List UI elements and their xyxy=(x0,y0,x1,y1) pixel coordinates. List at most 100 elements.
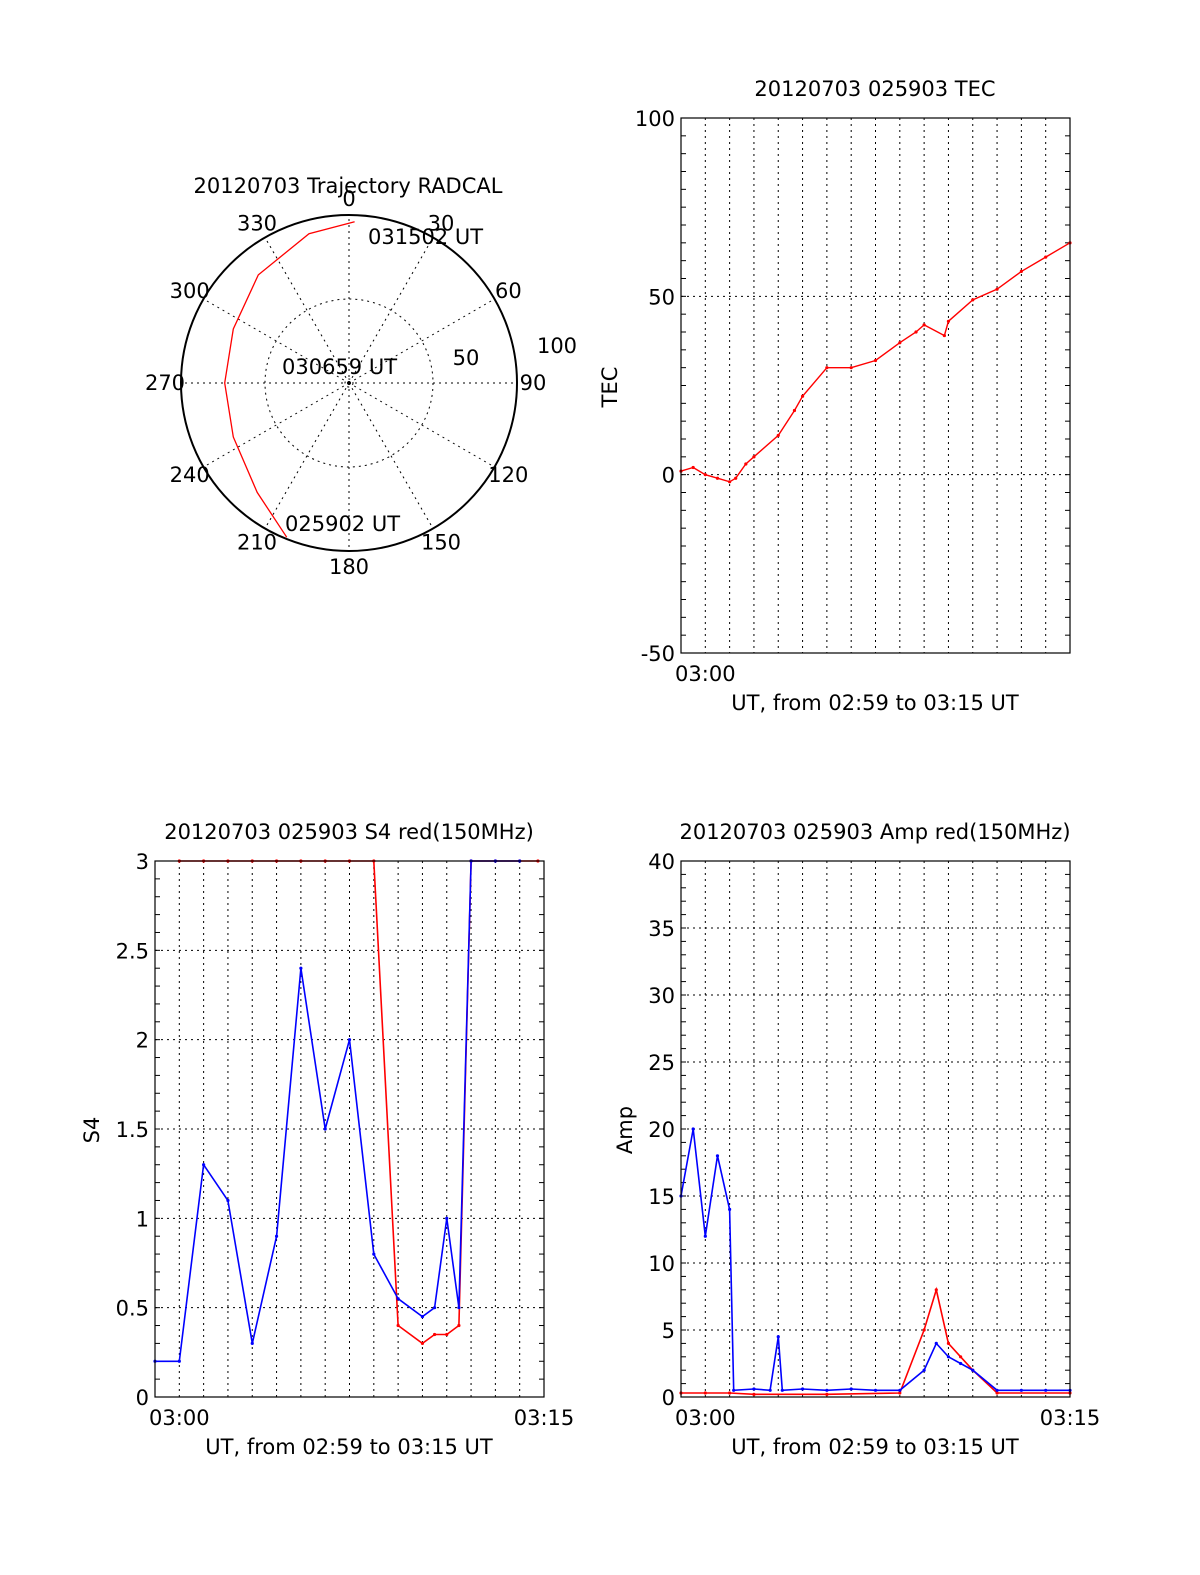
data-point-red xyxy=(715,476,720,480)
polar-spoke xyxy=(348,237,434,384)
trajectory-path xyxy=(224,221,355,538)
data-point-red xyxy=(792,408,797,413)
tec-plot: 20120703 025903 TEC UT, from 02:59 to 03… xyxy=(598,77,1072,715)
data-point-red xyxy=(995,287,999,291)
x-tick-label: 03:15 xyxy=(1040,1406,1101,1430)
data-point-blue xyxy=(177,1359,181,1363)
data-point-red xyxy=(691,465,695,470)
data-point-blue xyxy=(372,1252,376,1256)
data-point-blue xyxy=(445,1216,449,1220)
y-tick-label: 100 xyxy=(635,107,675,131)
polar-spoke xyxy=(203,298,350,384)
data-point-red xyxy=(873,358,878,363)
data-point-blue xyxy=(971,1368,975,1372)
data-point-blue xyxy=(776,1335,780,1339)
y-tick-label: -50 xyxy=(641,642,675,666)
polar-angle-label: 210 xyxy=(237,530,277,554)
trajectory-polar-plot: 20120703 Trajectory RADCAL 0 30 60 90 120 150… xyxy=(145,174,577,579)
data-point-red xyxy=(432,1332,437,1337)
polar-spoke xyxy=(264,237,350,384)
data-point-blue xyxy=(825,1388,829,1392)
amp-plot: 20120703 025903 Amp red(150MHz) UT, from… xyxy=(613,820,1100,1459)
polar-angle-label: 270 xyxy=(145,371,185,395)
data-point-red xyxy=(971,298,975,302)
data-point-red xyxy=(728,480,732,484)
plot-frame xyxy=(154,860,545,1398)
plot-frame xyxy=(680,117,1071,654)
s4-plot: 20120703 025903 S4 red(150MHz) UT, from … xyxy=(80,820,574,1459)
polar-spoke xyxy=(264,382,350,529)
y-tick-label: 0 xyxy=(662,464,675,488)
plot-frame xyxy=(680,860,1071,1398)
data-point-red xyxy=(457,1323,461,1328)
data-point-red xyxy=(396,1323,400,1328)
data-point-blue xyxy=(780,1388,784,1392)
data-point-red xyxy=(914,330,918,334)
polar-angle-label: 150 xyxy=(421,530,461,554)
data-point-blue xyxy=(202,1163,206,1167)
s4-xlabel: UT, from 02:59 to 03:15 UT xyxy=(205,1435,493,1459)
annotation-mid-time: 030659 UT xyxy=(282,355,397,379)
tec-ylabel: TEC xyxy=(598,367,622,409)
amp-xlabel: UT, from 02:59 to 03:15 UT xyxy=(731,1435,1019,1459)
series-line-blue xyxy=(155,860,520,1363)
data-point-red xyxy=(958,1355,963,1359)
polar-spoke xyxy=(203,382,350,468)
y-tick-label: 40 xyxy=(648,850,675,874)
data-point-red xyxy=(703,473,707,477)
polar-spoke xyxy=(348,382,434,529)
y-tick-label: 5 xyxy=(662,1319,675,1343)
data-point-red xyxy=(942,333,946,338)
data-point-red xyxy=(703,1391,707,1395)
data-point-blue xyxy=(958,1361,963,1366)
data-point-blue xyxy=(323,1127,327,1131)
x-tick-label: 03:00 xyxy=(675,1406,736,1430)
polar-angle-label: 330 xyxy=(237,212,277,236)
y-tick-label: 10 xyxy=(648,1252,675,1276)
data-point-blue xyxy=(752,1387,756,1391)
data-point-red xyxy=(825,366,829,370)
series-line-red xyxy=(680,242,1071,483)
amp-title: 20120703 025903 Amp red(150MHz) xyxy=(679,820,1070,844)
x-tick-label: 03:15 xyxy=(514,1406,575,1430)
y-tick-label: 0.5 xyxy=(116,1297,149,1321)
data-point-blue xyxy=(715,1154,720,1158)
data-point-blue xyxy=(800,1387,805,1391)
y-tick-label: 15 xyxy=(648,1185,675,1209)
data-point-red xyxy=(825,1392,829,1396)
y-tick-label: 20 xyxy=(648,1118,675,1142)
data-point-blue xyxy=(732,1388,736,1392)
data-point-red xyxy=(922,1328,926,1332)
data-point-blue xyxy=(299,966,303,970)
data-point-blue xyxy=(457,1306,461,1310)
s4-title: 20120703 025903 S4 red(150MHz) xyxy=(164,820,534,844)
data-point-blue xyxy=(703,1234,707,1238)
polar-angle-label: 0 xyxy=(342,187,355,211)
polar-spoke xyxy=(348,298,495,384)
polar-title: 20120703 Trajectory RADCAL xyxy=(194,174,503,198)
y-tick-label: 30 xyxy=(648,984,675,1008)
data-point-blue xyxy=(946,1355,951,1359)
data-point-blue xyxy=(934,1341,938,1345)
data-point-red xyxy=(849,366,853,370)
data-point-blue xyxy=(396,1297,400,1301)
amp-ylabel: Amp xyxy=(613,1106,637,1154)
data-point-blue xyxy=(1044,1388,1048,1392)
polar-spoke xyxy=(348,382,495,468)
data-point-red xyxy=(946,319,951,323)
data-point-blue xyxy=(432,1306,437,1310)
polar-outer-ring xyxy=(180,214,518,552)
data-point-blue xyxy=(995,1388,999,1392)
polar-angle-label: 30 xyxy=(428,212,455,236)
data-point-blue xyxy=(691,1127,695,1131)
data-point-blue xyxy=(728,1207,732,1211)
tec-xlabel: UT, from 02:59 to 03:15 UT xyxy=(731,691,1019,715)
data-point-red xyxy=(728,1391,732,1395)
y-tick-label: 2 xyxy=(136,1029,149,1053)
data-point-blue xyxy=(226,1198,230,1203)
x-tick-label: 03:00 xyxy=(149,1406,210,1430)
y-tick-label: 2.5 xyxy=(116,939,149,963)
y-tick-label: 1 xyxy=(136,1207,149,1231)
data-point-red xyxy=(445,1332,449,1337)
